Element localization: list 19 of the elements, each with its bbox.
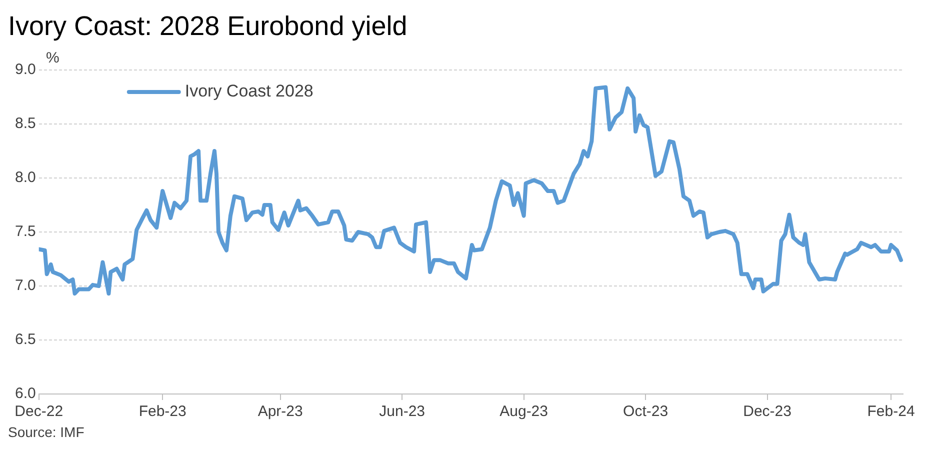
x-tick-label: Dec-23 [743, 403, 792, 420]
legend-label: Ivory Coast 2028 [184, 82, 314, 101]
source-note: Source: IMF [8, 424, 86, 440]
y-tick-label: 7.5 [14, 223, 36, 240]
y-tick-label: 6.5 [14, 331, 36, 348]
x-tick-label: Apr-23 [258, 403, 303, 420]
y-tick-label: 6.0 [14, 385, 36, 402]
x-tick-label: Dec-22 [14, 403, 64, 420]
x-tick-label: Aug-23 [500, 403, 548, 420]
x-tick-label: Oct-23 [623, 403, 668, 420]
y-tick-label: 9.0 [14, 61, 36, 78]
x-tick-label: Feb-23 [138, 403, 186, 420]
y-axis-title: % [46, 50, 60, 67]
chart-title: Ivory Coast: 2028 Eurobond yield [8, 10, 408, 43]
y-tick-label: 8.0 [14, 169, 36, 186]
x-tick-label: Jun-23 [379, 403, 426, 420]
y-tick-label: 7.0 [14, 277, 36, 294]
x-tick-label: Feb-24 [867, 403, 915, 420]
y-tick-label: 8.5 [14, 115, 36, 132]
